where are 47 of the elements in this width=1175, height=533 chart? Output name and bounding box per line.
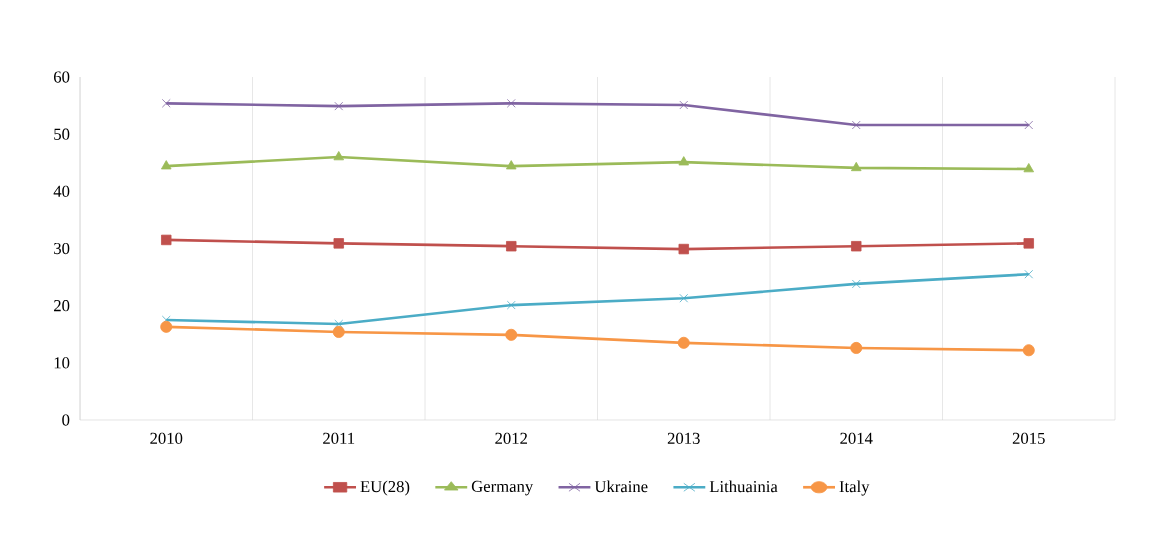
legend-label: Germany — [471, 480, 534, 496]
point — [679, 100, 689, 110]
point — [1022, 344, 1035, 357]
point — [506, 300, 516, 310]
y-tick-label: 50 — [54, 128, 70, 140]
x-tick-label: 2012 — [495, 432, 528, 444]
legend-label: Lithuainia — [709, 480, 778, 493]
x-tick-label: 2010 — [150, 432, 183, 444]
point — [334, 319, 344, 329]
y-tick-label: 40 — [53, 185, 70, 197]
point — [506, 160, 517, 170]
point — [678, 156, 690, 166]
legend-label: Ukraine — [594, 480, 648, 493]
legend-label: EU(28) — [360, 480, 410, 496]
point — [160, 320, 173, 333]
y-tick-label: 0 — [62, 414, 70, 426]
point — [1024, 120, 1034, 130]
point — [333, 238, 344, 249]
point — [332, 325, 345, 338]
legend-label: Italy — [839, 480, 870, 496]
point — [333, 151, 345, 161]
y-tick-label: 10 — [54, 357, 70, 369]
point — [851, 120, 861, 130]
point — [851, 241, 862, 252]
x-tick-label: 2014 — [840, 432, 873, 444]
point — [334, 101, 344, 111]
point — [851, 279, 861, 289]
point — [677, 336, 690, 349]
point — [679, 293, 689, 303]
point — [506, 98, 516, 108]
point — [1024, 269, 1034, 279]
point — [161, 160, 172, 170]
y-tick-label: 60 — [54, 71, 70, 83]
point — [161, 98, 171, 108]
point — [161, 234, 172, 246]
point — [505, 328, 518, 341]
x-tick-label: 2013 — [667, 432, 700, 444]
x-tick-label: 2015 — [1012, 432, 1045, 444]
point — [850, 341, 863, 354]
point — [678, 243, 689, 255]
point — [1023, 163, 1035, 173]
x-tick-label: 2011 — [323, 432, 355, 444]
point — [851, 161, 862, 172]
y-tick-label: 20 — [54, 300, 70, 312]
point — [1023, 238, 1034, 249]
point — [506, 241, 517, 252]
y-tick-label: 30 — [54, 242, 70, 255]
